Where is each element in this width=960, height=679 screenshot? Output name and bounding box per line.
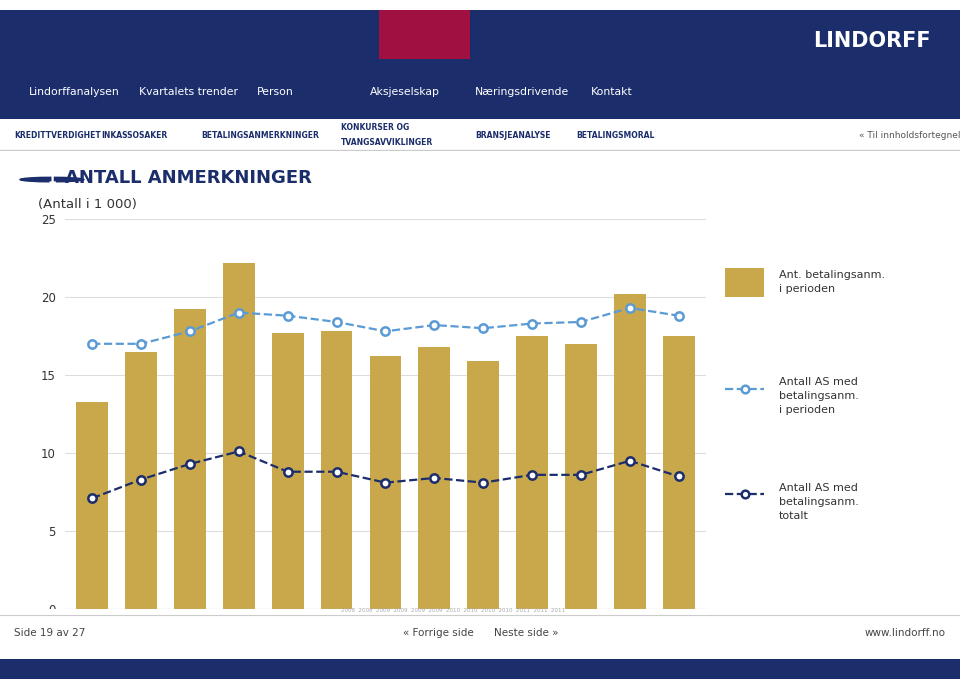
Text: Side 19 av 27: Side 19 av 27 xyxy=(14,628,85,638)
Bar xyxy=(419,347,450,609)
Text: www.lindorff.no: www.lindorff.no xyxy=(865,628,946,638)
Bar xyxy=(725,268,764,297)
Text: « Forrige side: « Forrige side xyxy=(403,628,474,638)
Bar xyxy=(565,344,597,609)
Text: KONKURSER OG: KONKURSER OG xyxy=(341,124,409,132)
Bar xyxy=(370,356,401,609)
Bar xyxy=(272,333,303,609)
Text: 2008  2008  2009  2009  2009  2009  2010  2010  2010  2010  2011  2011  2011: 2008 2008 2009 2009 2009 2009 2010 2010 … xyxy=(341,608,564,614)
Bar xyxy=(614,294,646,609)
Text: Person: Person xyxy=(257,87,294,96)
Bar xyxy=(223,263,254,609)
Text: Antall AS med
betalingsanm.
totalt: Antall AS med betalingsanm. totalt xyxy=(779,483,859,521)
Text: ANTALL ANMERKNINGER: ANTALL ANMERKNINGER xyxy=(65,169,312,187)
Text: 1: 1 xyxy=(48,173,57,186)
Text: BETALINGSMORAL: BETALINGSMORAL xyxy=(576,130,655,139)
Bar xyxy=(468,361,499,609)
Text: Kontakt: Kontakt xyxy=(590,87,632,96)
Text: Neste side »: Neste side » xyxy=(494,628,559,638)
Circle shape xyxy=(20,177,84,182)
Text: Antall AS med
betalingsanm.
i perioden: Antall AS med betalingsanm. i perioden xyxy=(779,378,859,416)
Bar xyxy=(76,401,108,609)
Text: KREDITTVERDIGHET: KREDITTVERDIGHET xyxy=(14,130,101,139)
Text: LINDORFF: LINDORFF xyxy=(813,31,931,50)
Text: Ant. betalingsanm.
i perioden: Ant. betalingsanm. i perioden xyxy=(779,270,885,294)
Text: « Til innholdsfortegnelsen: « Til innholdsfortegnelsen xyxy=(859,130,960,139)
Bar xyxy=(662,336,695,609)
Text: TVANGSAVVIKLINGER: TVANGSAVVIKLINGER xyxy=(341,138,433,147)
Text: BETALINGSANMERKNINGER: BETALINGSANMERKNINGER xyxy=(202,130,320,139)
Bar xyxy=(321,331,352,609)
Text: Næringsdrivende: Næringsdrivende xyxy=(475,87,569,96)
Text: BRANSJEANALYSE: BRANSJEANALYSE xyxy=(475,130,551,139)
Text: Aksjeselskap: Aksjeselskap xyxy=(370,87,440,96)
Bar xyxy=(174,310,205,609)
Bar xyxy=(516,336,548,609)
Text: Kvartalets trender: Kvartalets trender xyxy=(139,87,238,96)
Bar xyxy=(125,352,156,609)
Text: INKASSOSAKER: INKASSOSAKER xyxy=(101,130,167,139)
Text: Lindorffanalysen: Lindorffanalysen xyxy=(29,87,120,96)
Bar xyxy=(379,10,470,59)
Text: (Antall i 1 000): (Antall i 1 000) xyxy=(38,198,137,210)
